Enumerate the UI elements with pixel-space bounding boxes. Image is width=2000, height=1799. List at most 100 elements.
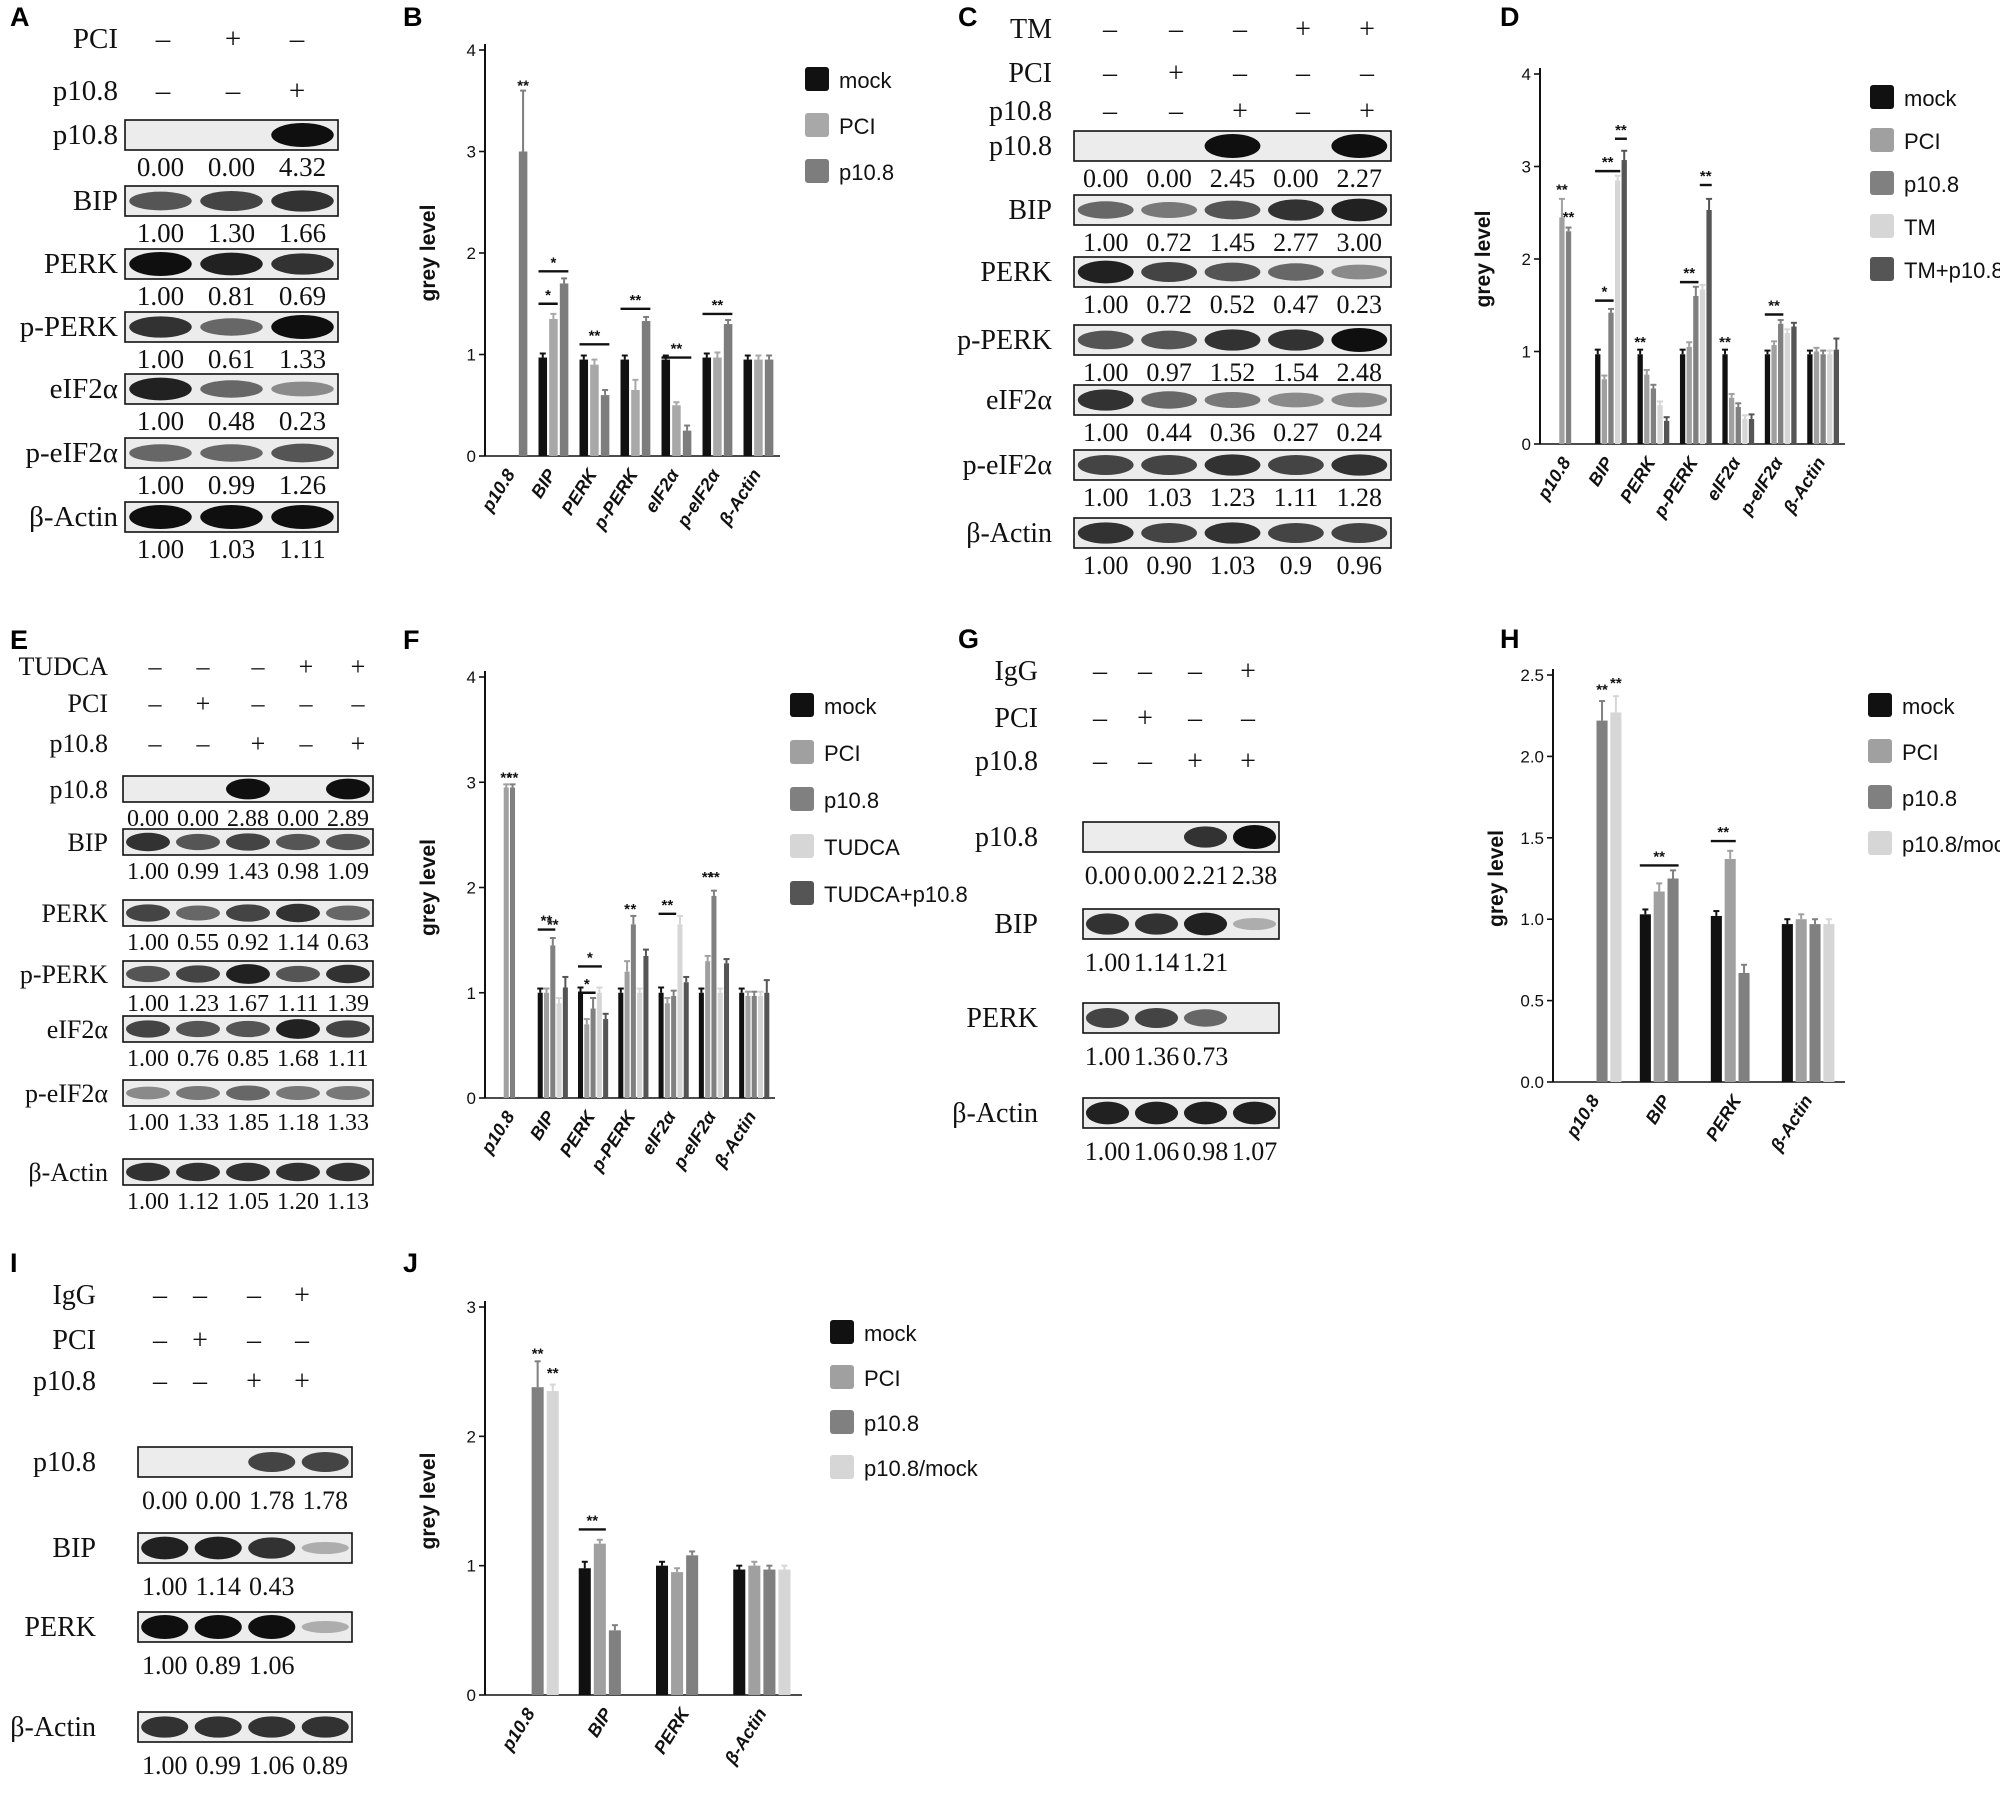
blot-band <box>1232 825 1277 849</box>
category-label: PERK <box>650 1703 695 1758</box>
blot-band <box>248 1716 296 1738</box>
legend-label: mock <box>1904 86 1958 111</box>
significance-star: ** <box>547 1365 559 1382</box>
treatment-sign: – <box>246 1280 262 1311</box>
blot-band <box>176 833 220 851</box>
blot-value: 3.00 <box>1337 228 1383 257</box>
bar <box>1653 891 1665 1082</box>
category-label: BIP <box>1584 453 1617 490</box>
treatment-sign: + <box>1232 96 1248 127</box>
bar <box>608 1630 621 1695</box>
blot-value: 0.00 <box>1083 164 1129 193</box>
treatment-sign: + <box>1240 656 1256 687</box>
blot-band <box>326 1020 370 1038</box>
blot-value: 2.77 <box>1273 228 1319 257</box>
category-label: p10.8 <box>1533 454 1575 504</box>
blot-band <box>1077 454 1134 476</box>
bar <box>1595 354 1601 444</box>
significance-star: ** <box>1768 298 1780 315</box>
bar <box>711 895 717 1098</box>
blot-value: 2.89 <box>327 806 369 832</box>
bar <box>778 1569 791 1695</box>
bar <box>1823 924 1835 1082</box>
blot-value: 2.88 <box>227 806 269 832</box>
blot-band <box>1232 917 1277 931</box>
y-tick-label: 0 <box>467 1686 476 1705</box>
blot-value: 1.03 <box>1146 483 1192 512</box>
blot-band <box>326 778 370 800</box>
blot-band <box>276 903 320 923</box>
significance-star: ** <box>547 917 559 934</box>
blot-value: 1.00 <box>137 281 184 311</box>
blot-name: BIP <box>994 909 1038 940</box>
treatment-name: p10.8 <box>989 96 1052 127</box>
bar <box>1686 346 1692 444</box>
legend-label: TUDCA <box>824 835 900 860</box>
blot-value: 1.12 <box>177 1189 219 1215</box>
blot-band <box>194 1536 242 1560</box>
treatment-sign: + <box>294 1280 310 1311</box>
blot-band <box>248 1615 296 1639</box>
legend-label: p10.8/mock <box>864 1456 979 1481</box>
bar <box>745 995 751 1098</box>
blot-value: 1.11 <box>1274 483 1319 512</box>
bar <box>1809 924 1821 1082</box>
blot-name: BIP <box>73 185 118 217</box>
legend-swatch <box>790 881 814 905</box>
blot-band <box>176 905 220 921</box>
bar <box>1565 231 1572 444</box>
bar <box>510 787 516 1098</box>
blot-name: eIF2α <box>986 385 1052 416</box>
y-tick-label: 4 <box>467 668 476 687</box>
blot-band <box>1085 913 1130 935</box>
blot-band <box>126 904 170 922</box>
blot-band <box>271 190 334 212</box>
bar <box>739 992 745 1098</box>
blot-name: PERK <box>24 1612 96 1643</box>
legend-swatch <box>1870 128 1894 152</box>
treatment-sign: – <box>251 689 266 718</box>
blot-value: 1.33 <box>327 1110 369 1136</box>
treatment-sign: – <box>1137 656 1153 687</box>
treatment-sign: + <box>1359 96 1375 127</box>
blot-band <box>129 444 192 462</box>
blot-value: 0.92 <box>227 930 269 956</box>
bar <box>1650 388 1657 444</box>
bar <box>503 787 509 1098</box>
blot-band <box>1268 329 1324 351</box>
blot-value: 1.03 <box>208 534 255 564</box>
blot-value: 1.54 <box>1273 358 1319 387</box>
blot-value: 1.06 <box>249 1651 295 1680</box>
bar <box>748 1565 761 1695</box>
y-tick-label: 0.0 <box>1520 1073 1544 1092</box>
bar <box>1738 972 1750 1082</box>
blot-value: 1.68 <box>277 1046 319 1072</box>
significance-star: ** <box>1610 675 1622 692</box>
blot-value: 2.27 <box>1337 164 1383 193</box>
blot-value: 0.55 <box>177 930 219 956</box>
significance-star: ** <box>1700 168 1712 185</box>
blot-value: 1.14 <box>277 930 319 956</box>
bar <box>1610 712 1622 1082</box>
blot-band <box>248 1537 296 1559</box>
blot-value: 1.23 <box>177 991 219 1017</box>
blot-value: 1.00 <box>127 859 169 885</box>
blot-value: 1.00 <box>127 1110 169 1136</box>
blot-value: 1.14 <box>196 1572 242 1601</box>
blot-value: 0.89 <box>196 1651 242 1680</box>
blot-band <box>271 443 334 463</box>
blot-value: 0.61 <box>208 344 255 374</box>
category-label: p-eIF2α <box>1735 453 1787 520</box>
legend-swatch <box>805 159 829 183</box>
bar <box>733 1569 746 1695</box>
blot-value: 1.00 <box>127 1046 169 1072</box>
blot-band <box>1268 199 1324 221</box>
blot-value: 1.00 <box>1085 1137 1131 1166</box>
blot-band <box>200 318 263 336</box>
y-axis-label: grey level <box>417 205 440 302</box>
blot-value: 1.06 <box>1134 1137 1180 1166</box>
significance-star: * <box>630 901 636 918</box>
bar <box>1813 351 1820 444</box>
treatment-sign: + <box>192 1325 208 1356</box>
